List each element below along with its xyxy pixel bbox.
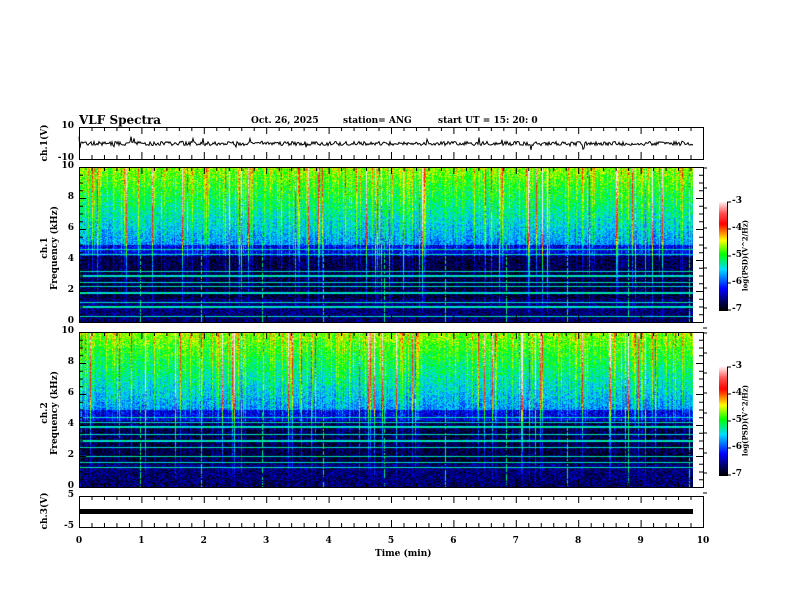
y-tick-label: 8 — [67, 192, 74, 202]
ch1-colorbar — [719, 202, 727, 311]
colorbar-tick-label: -7 — [732, 304, 742, 314]
colorbar-tick-label: -7 — [732, 469, 742, 479]
y-tick-label: 5 — [67, 490, 74, 500]
colorbar-tick-label: -5 — [732, 250, 742, 260]
y-tick-label: -5 — [64, 521, 74, 531]
ch3-ylabel: ch.3(V) — [40, 492, 50, 530]
y-tick-label: 6 — [67, 223, 74, 233]
x-tick-label: 6 — [450, 536, 457, 546]
ch2-spectrogram — [79, 332, 693, 487]
x-tick-label: 7 — [512, 536, 519, 546]
y-tick-label: 8 — [67, 357, 74, 367]
x-tick-label: 1 — [138, 536, 145, 546]
date-label: Oct. 26, 2025 — [251, 116, 319, 126]
colorbar-tick-label: -6 — [732, 277, 742, 287]
panel-frame-3 — [79, 332, 704, 488]
colorbar-tick-label: -4 — [732, 388, 742, 398]
ch1-spectrogram — [79, 167, 693, 322]
y-tick-label: 6 — [67, 388, 74, 398]
colorbar-tick-label: -3 — [732, 196, 742, 206]
colorbar-tick-label: -6 — [732, 442, 742, 452]
x-axis-label: Time (min) — [375, 549, 432, 559]
x-tick-label: 2 — [200, 536, 207, 546]
ch1-freq-ylabel: ch.1 Frequency (kHz) — [40, 206, 60, 291]
ch1-waveform-line — [78, 136, 694, 151]
x-tick-label: 5 — [387, 536, 395, 546]
x-tick-label: 9 — [637, 536, 644, 546]
y-tick-label: 10 — [61, 121, 74, 131]
station-label: station= ANG — [343, 116, 412, 126]
y-tick-label: -10 — [57, 153, 74, 163]
ch2-colorbar — [719, 367, 727, 476]
colorbar-tick-label: -5 — [732, 415, 742, 425]
colorbar-tick-label: -3 — [732, 361, 742, 371]
figure-title: VLF Spectra — [79, 113, 162, 127]
x-tick-label: 10 — [696, 536, 710, 546]
y-tick-label: 2 — [67, 285, 74, 295]
colorbar-tick-label: -4 — [732, 223, 742, 233]
y-tick-label: 0 — [67, 481, 74, 491]
x-tick-label: 3 — [263, 536, 270, 546]
ch1-ylabel: ch.1(V) — [40, 124, 50, 162]
y-tick-label: 10 — [61, 326, 74, 336]
x-tick-label: 8 — [575, 536, 582, 546]
y-tick-label: 4 — [67, 254, 74, 264]
x-tick-label: 0 — [75, 536, 83, 546]
x-tick-label: 4 — [325, 536, 332, 546]
ch2-freq-ylabel: ch.2 Frequency (kHz) — [40, 371, 60, 456]
y-tick-label: 2 — [67, 450, 74, 460]
panel-frame-2 — [79, 167, 704, 323]
start-time-label: start UT = 15: 20: 0 — [438, 116, 538, 126]
y-tick-label: 0 — [67, 316, 74, 326]
y-tick-label: 4 — [67, 419, 74, 429]
y-tick-label: 10 — [61, 161, 74, 171]
